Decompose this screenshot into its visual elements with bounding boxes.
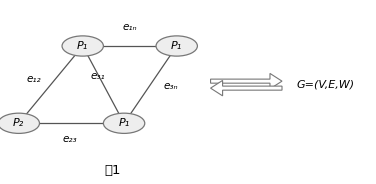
Text: e₃ₙ: e₃ₙ [164,81,178,91]
Text: P₁: P₁ [77,41,88,51]
Text: P₁: P₁ [171,41,182,51]
Circle shape [156,36,197,56]
Text: e₁ₙ: e₁ₙ [123,22,137,32]
Circle shape [0,113,39,133]
Text: e₃₁: e₃₁ [91,71,105,81]
Circle shape [103,113,145,133]
Text: 图1: 图1 [105,164,121,177]
Circle shape [62,36,103,56]
Text: G=(V,E,W): G=(V,E,W) [296,80,354,90]
Text: e₂₃: e₂₃ [62,134,77,144]
Text: P₂: P₂ [13,118,24,128]
Text: e₁₂: e₁₂ [27,74,41,84]
Polygon shape [211,73,282,89]
Polygon shape [211,80,282,96]
Text: P₁: P₁ [118,118,130,128]
